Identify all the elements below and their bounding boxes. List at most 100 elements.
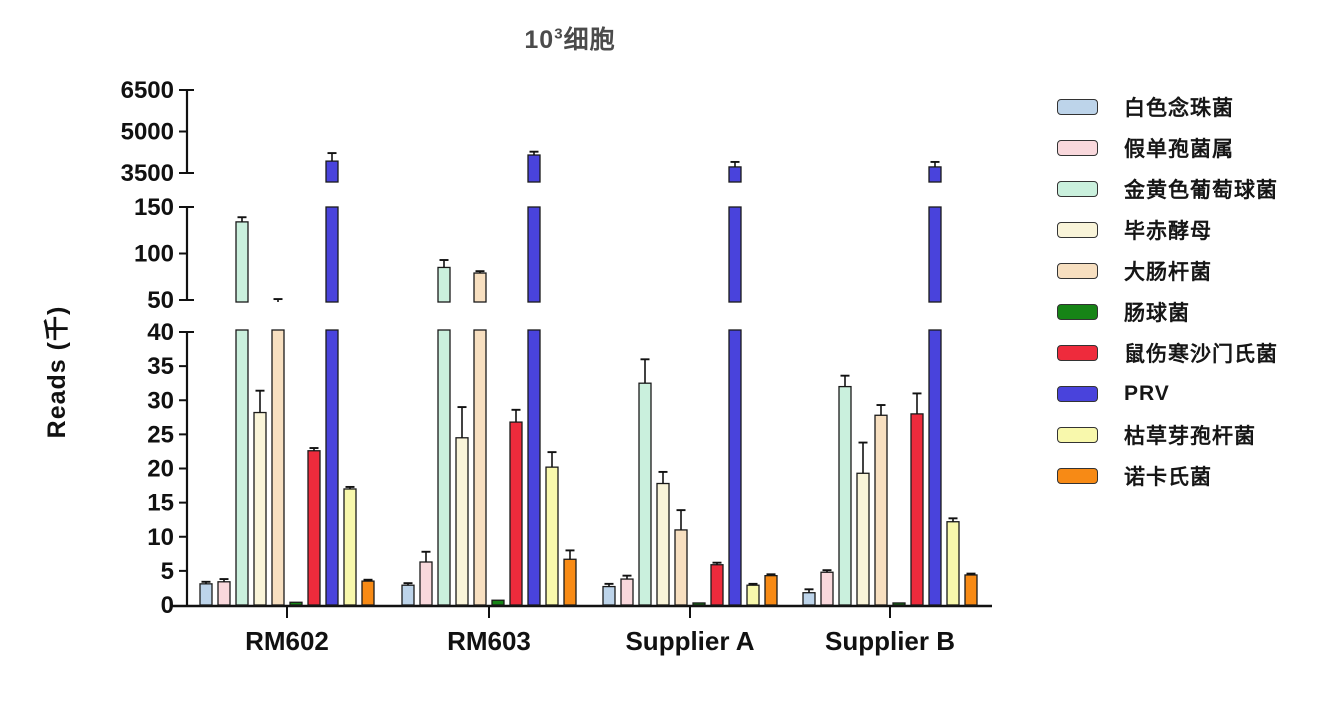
- legend-swatch: [1057, 344, 1098, 361]
- bar-segment: [235, 221, 249, 303]
- legend-label: 金黄色葡萄球菌: [1124, 178, 1278, 202]
- bar-segment: [527, 206, 541, 303]
- legend-swatch: [1057, 303, 1098, 320]
- chart-title-suffix: 细胞: [563, 26, 616, 54]
- chart-title-exponent: 3: [554, 25, 564, 43]
- legend-swatch: [1057, 385, 1098, 402]
- legend-item: 毕赤酵母: [1057, 209, 1278, 250]
- bar-segment: [856, 472, 870, 606]
- legend-item: PRV: [1057, 373, 1278, 414]
- legend-swatch: [1057, 426, 1098, 443]
- bar-segment: [802, 592, 816, 606]
- legend-item: 鼠伤寒沙门氏菌: [1057, 332, 1278, 373]
- legend-item: 肠球菌: [1057, 291, 1278, 332]
- y-tick-label: 0: [161, 592, 174, 619]
- bar-segment: [437, 266, 451, 303]
- legend-label: 枯草芽孢杆菌: [1124, 424, 1256, 448]
- y-tick-label: 150: [134, 194, 174, 221]
- legend-label: PRV: [1124, 381, 1170, 405]
- bar-segment: [728, 166, 742, 183]
- bar-segment: [874, 414, 888, 606]
- bar-segment: [563, 558, 577, 606]
- bar-segment: [838, 385, 852, 606]
- bar-segment: [910, 413, 924, 606]
- bar-segment: [253, 411, 267, 606]
- x-category-label: Supplier A: [625, 626, 754, 656]
- bar-segment: [620, 578, 634, 606]
- bar-segment: [527, 154, 541, 183]
- y-tick-label: 20: [147, 456, 174, 483]
- x-category-label: RM602: [245, 626, 329, 656]
- bar-segment: [235, 329, 249, 606]
- legend-label: 假单孢菌属: [1124, 137, 1234, 161]
- bar-segment: [928, 206, 942, 303]
- bar-segment: [656, 482, 670, 606]
- legend-item: 假单孢菌属: [1057, 127, 1278, 168]
- legend-swatch: [1057, 262, 1098, 279]
- legend-label: 毕赤酵母: [1124, 219, 1212, 243]
- y-tick-label: 5000: [121, 119, 174, 146]
- bar-segment: [325, 206, 339, 303]
- legend-item: 白色念珠菌: [1057, 86, 1278, 127]
- y-tick-label: 6500: [121, 77, 174, 104]
- y-axis-label: Reads (千): [43, 305, 71, 439]
- bar-segment: [343, 488, 357, 606]
- legend-swatch: [1057, 139, 1098, 156]
- legend-label: 肠球菌: [1124, 301, 1190, 325]
- bar-segment: [602, 585, 616, 606]
- bar-segment: [509, 421, 523, 606]
- legend-label: 诺卡氏菌: [1124, 465, 1212, 489]
- bar-segment: [638, 382, 652, 606]
- legend-item: 金黄色葡萄球菌: [1057, 168, 1278, 209]
- y-tick-label: 15: [147, 490, 174, 517]
- bar-segment: [361, 580, 375, 606]
- bar-segment: [964, 574, 978, 606]
- legend-label: 大肠杆菌: [1124, 260, 1212, 284]
- bar-segment: [307, 450, 321, 606]
- bar-segment: [199, 583, 213, 606]
- bar-segment: [692, 602, 706, 606]
- legend-label: 白色念珠菌: [1124, 96, 1234, 120]
- legend-swatch: [1057, 98, 1098, 115]
- bar-segment: [746, 584, 760, 606]
- bar-segment: [217, 581, 231, 606]
- y-tick-label: 35: [147, 353, 174, 380]
- bar-segment: [325, 160, 339, 183]
- bar-segment: [728, 206, 742, 303]
- bar-segment: [946, 521, 960, 606]
- bar-segment: [491, 599, 505, 606]
- legend-item: 诺卡氏菌: [1057, 455, 1278, 496]
- chart-title-base: 10: [524, 26, 555, 54]
- bar-segment: [271, 329, 285, 606]
- x-category-label: Supplier B: [825, 626, 955, 656]
- bar-segment: [892, 602, 906, 606]
- legend-swatch: [1057, 221, 1098, 238]
- bar-segment: [928, 329, 942, 606]
- y-tick-label: 5: [161, 558, 174, 585]
- bar-segment: [674, 529, 688, 606]
- bar-segment: [473, 272, 487, 303]
- legend-item: 大肠杆菌: [1057, 250, 1278, 291]
- bar-segment: [473, 329, 487, 606]
- y-tick-label: 25: [147, 421, 174, 448]
- y-tick-label: 40: [147, 319, 174, 346]
- bar-segment: [437, 329, 451, 606]
- bar-segment: [928, 166, 942, 183]
- bar-segment: [401, 584, 415, 606]
- legend: 白色念珠菌假单孢菌属金黄色葡萄球菌 毕赤酵母大肠杆菌肠球菌鼠伤寒沙门氏菌 PRV 枯草…: [1057, 86, 1278, 496]
- y-tick-label: 10: [147, 524, 174, 551]
- bar-segment: [325, 329, 339, 606]
- bar-segment: [527, 329, 541, 606]
- y-tick-label: 100: [134, 241, 174, 268]
- bar-segment: [419, 561, 433, 606]
- y-tick-label: 30: [147, 387, 174, 414]
- y-tick-label: 3500: [121, 160, 174, 187]
- bar-segment: [289, 601, 303, 606]
- x-category-label: RM603: [447, 626, 531, 656]
- legend-swatch: [1057, 180, 1098, 197]
- y-tick-label: 50: [147, 287, 174, 314]
- chart-title: 103细胞: [430, 20, 710, 56]
- bar-segment: [820, 571, 834, 606]
